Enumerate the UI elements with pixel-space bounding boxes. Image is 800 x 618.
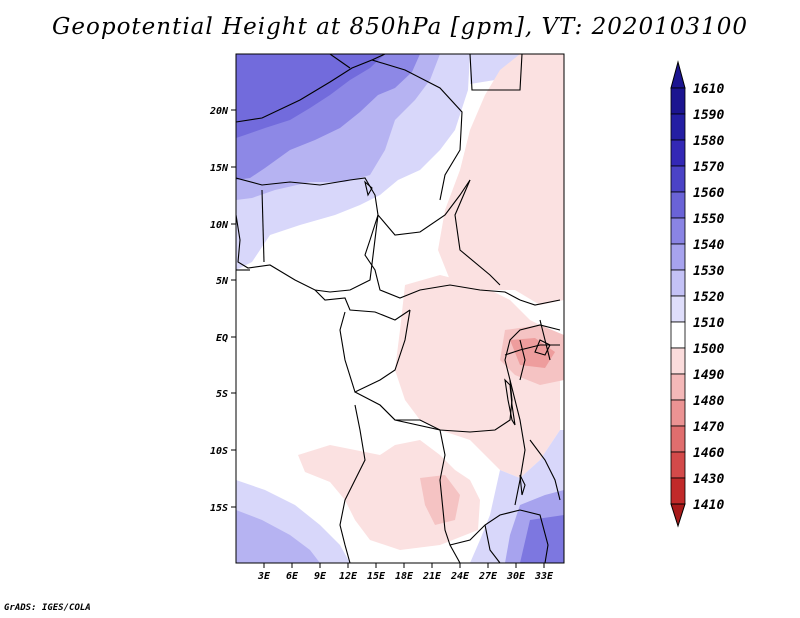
chart-title: Geopotential Height at 850hPa [gpm], VT:… bbox=[52, 14, 748, 40]
map-frame bbox=[235, 53, 565, 564]
colorbar-label: 1480 bbox=[693, 394, 724, 409]
colorbar-swatch bbox=[670, 139, 686, 167]
colorbar-label: 1530 bbox=[693, 264, 724, 279]
lat-label: 10S bbox=[210, 446, 228, 457]
colorbar: 1610 1590 1580 1570 1560 1550 1540 1530 1520 1510… bbox=[670, 60, 724, 528]
colorbar-swatch bbox=[670, 217, 686, 245]
lon-label: 6E bbox=[286, 571, 299, 582]
colorbar-label: 1410 bbox=[693, 498, 724, 513]
country-borders bbox=[236, 54, 561, 563]
colorbar-swatch bbox=[670, 295, 686, 323]
lon-label: 9E bbox=[314, 571, 327, 582]
colorbar-label: 1460 bbox=[693, 446, 724, 461]
lon-label: 21E bbox=[422, 571, 442, 582]
colorbar-label: 1470 bbox=[693, 420, 724, 435]
lat-label: 5N bbox=[216, 276, 229, 287]
lat-label: 5S bbox=[216, 389, 228, 400]
lon-label: 27E bbox=[478, 571, 498, 582]
colorbar-swatch bbox=[670, 269, 686, 297]
lon-label: 12E bbox=[339, 571, 358, 582]
colorbar-top-arrow bbox=[670, 60, 686, 89]
colorbar-label: 1490 bbox=[693, 368, 724, 383]
lon-label: 15E bbox=[367, 571, 386, 582]
lon-label: 18E bbox=[395, 571, 414, 582]
colorbar-label: 1510 bbox=[693, 316, 724, 331]
lat-label: 20N bbox=[209, 106, 229, 117]
height-field bbox=[236, 54, 564, 563]
colorbar-swatch bbox=[670, 191, 686, 219]
colorbar-label: 1540 bbox=[693, 238, 724, 253]
colorbar-swatch bbox=[670, 425, 686, 453]
colorbar-swatch bbox=[670, 347, 686, 375]
colorbar-swatch bbox=[670, 113, 686, 141]
lat-label: EQ bbox=[216, 333, 228, 344]
lat-label: 15N bbox=[210, 163, 229, 174]
colorbar-label: 1560 bbox=[693, 186, 724, 201]
lon-label: 24E bbox=[450, 571, 470, 582]
colorbar-label: 1520 bbox=[693, 290, 724, 305]
colorbar-label: 1430 bbox=[693, 472, 724, 487]
colorbar-bottom-arrow bbox=[670, 503, 686, 528]
footer-credit: GrADS: IGES/COLA bbox=[4, 603, 91, 613]
colorbar-label: 1500 bbox=[693, 342, 724, 357]
colorbar-swatch bbox=[670, 165, 686, 193]
colorbar-label: 1590 bbox=[693, 108, 724, 123]
colorbar-label: 1610 bbox=[693, 82, 724, 97]
lon-label: 30E bbox=[506, 571, 526, 582]
colorbar-swatch bbox=[670, 373, 686, 401]
lat-label: 10N bbox=[210, 220, 229, 231]
lat-label: 15S bbox=[210, 503, 228, 514]
colorbar-swatch bbox=[670, 399, 686, 427]
colorbar-label: 1570 bbox=[693, 160, 724, 175]
colorbar-label: 1550 bbox=[693, 212, 724, 227]
colorbar-label: 1580 bbox=[693, 134, 724, 149]
lon-axis: 3E 6E 9E 12E 15E 18E 21E 24E 27E 30E 33E bbox=[257, 563, 554, 582]
lon-label: 3E bbox=[257, 571, 271, 582]
lat-axis: 20N 15N 10N 5N EQ 5S 10S 15S bbox=[209, 106, 236, 514]
colorbar-swatch bbox=[670, 477, 686, 505]
colorbar-swatch bbox=[670, 243, 686, 271]
colorbar-swatch bbox=[670, 451, 686, 479]
lon-label: 33E bbox=[534, 571, 554, 582]
colorbar-swatch bbox=[670, 87, 686, 115]
colorbar-swatch bbox=[670, 321, 686, 349]
